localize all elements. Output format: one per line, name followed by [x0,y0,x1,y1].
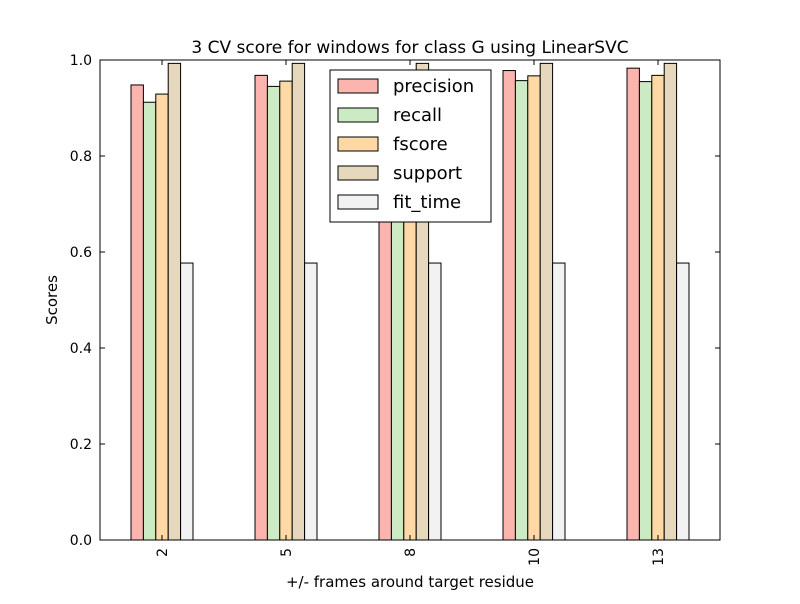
bar-fit_time-13 [676,262,690,541]
y-axis-label: Scores [43,275,61,325]
legend-label-support: support [393,163,462,184]
x-tick-label: 10 [527,548,543,566]
legend-swatch-precision [337,78,379,94]
bar-fscore-2 [155,93,169,541]
legend-label-precision: precision [393,76,474,97]
x-tick-label: 2 [155,548,171,557]
bar-fit_time-5 [304,262,318,541]
bar-fit_time-2 [180,262,194,541]
legend: precision recall fscore support fit_time [329,69,492,223]
bar-recall-13 [638,81,653,541]
y-tick-label: 0.0 [70,533,92,549]
x-tick-label: 8 [403,548,419,557]
bar-recall-5 [266,85,281,541]
y-tick-label: 0.2 [70,437,92,453]
y-tick-label: 1.0 [70,53,92,69]
axes-layer: 0.0 0.2 0.4 0.6 0.8 1.0 2 5 8 10 13 [70,53,721,566]
bar-precision-13 [626,67,640,541]
bar-fscore-13 [651,74,665,541]
bar-support-5 [291,62,306,541]
x-tick-label: 5 [279,548,295,557]
bar-precision-2 [130,84,144,541]
bar-fscore-10 [527,75,541,541]
bar-fscore-5 [279,80,293,541]
bar-support-10 [539,62,554,541]
bar-precision-10 [502,70,516,541]
x-tick-label: 13 [651,548,667,566]
bar-recall-2 [142,101,157,541]
bar-support-13 [663,62,678,541]
legend-swatch-support [337,165,379,181]
bar-fit_time-8 [428,262,442,541]
bar-precision-5 [254,74,268,541]
bar-support-2 [167,62,182,541]
bar-fit_time-10 [552,262,566,541]
legend-label-fit_time: fit_time [393,192,461,213]
bar-recall-10 [514,80,529,541]
legend-swatch-fit_time [337,194,379,210]
legend-swatch-recall [337,107,379,123]
legend-label-recall: recall [393,105,442,126]
y-tick-label: 0.8 [70,149,92,165]
x-axis-label: +/- frames around target residue [286,573,534,591]
legend-swatch-fscore [337,136,379,152]
legend-label-fscore: fscore [393,134,448,155]
y-tick-label: 0.4 [70,341,92,357]
chart-title: 3 CV score for windows for class G using… [191,38,628,58]
y-tick-label: 0.6 [70,245,92,261]
